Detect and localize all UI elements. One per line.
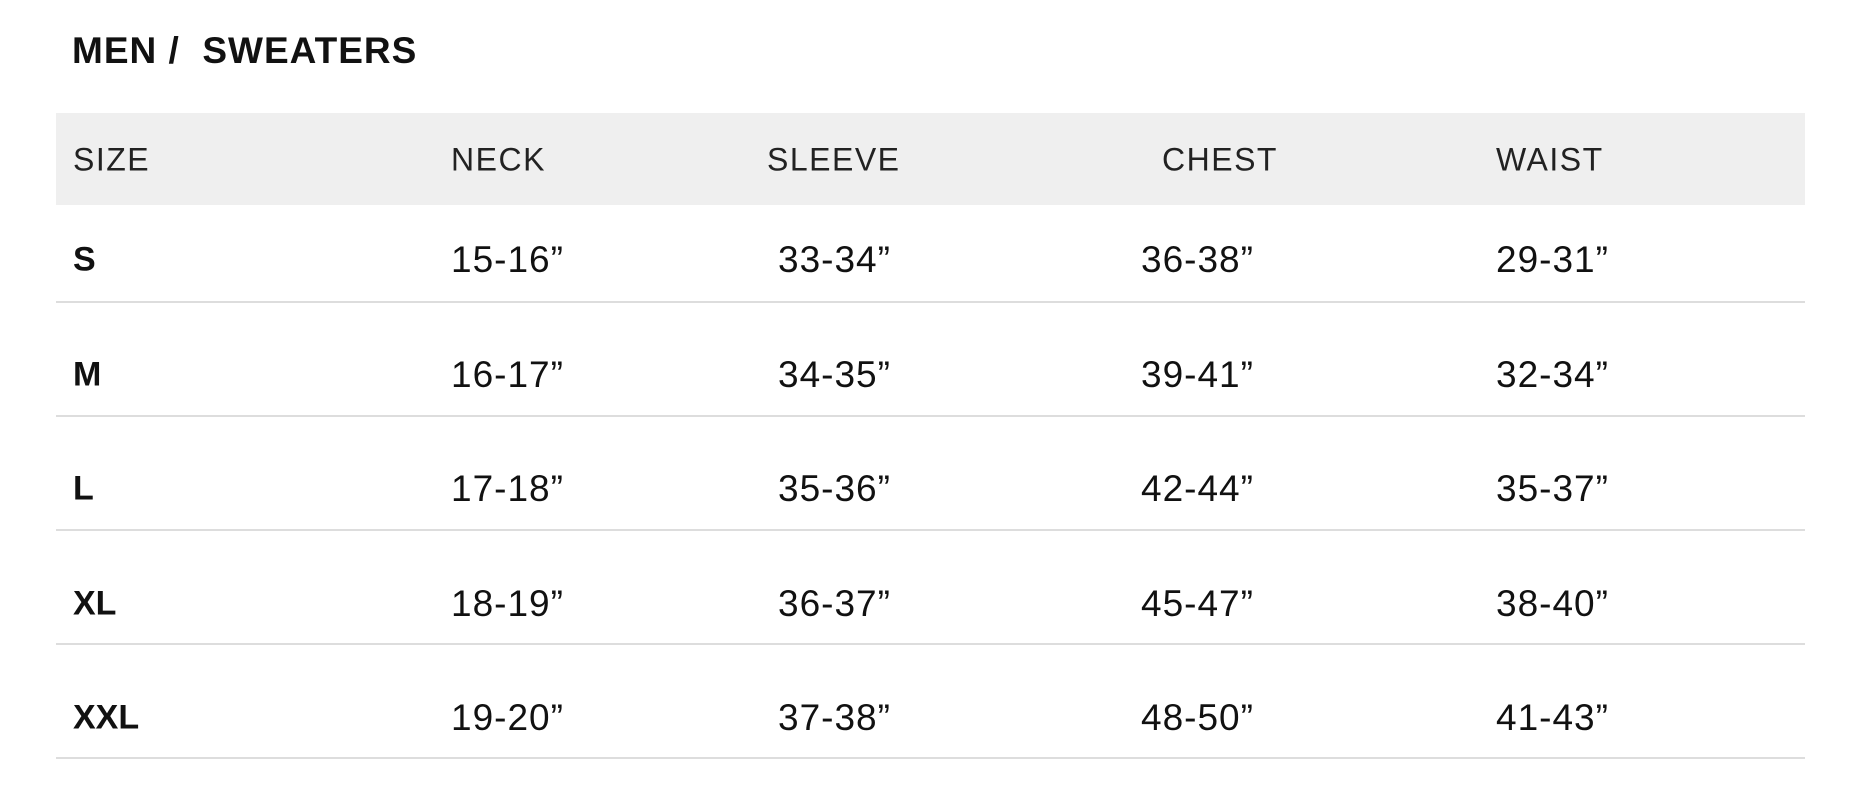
- neck-value: 16-17”: [451, 353, 564, 395]
- column-header-waist: WAIST: [1496, 141, 1604, 178]
- chest-value: 45-47”: [1141, 582, 1254, 624]
- column-header-size: SIZE: [73, 141, 151, 178]
- page-title: MEN / SWEATERS: [72, 30, 418, 71]
- row-divider: [56, 301, 1805, 303]
- row-divider: [56, 757, 1805, 759]
- waist-value: 38-40”: [1496, 582, 1609, 624]
- column-header-chest: CHEST: [1162, 141, 1278, 178]
- row-divider: [56, 415, 1805, 417]
- chest-value: 48-50”: [1141, 697, 1254, 738]
- neck-value: 17-18”: [451, 468, 564, 509]
- size-label: XL: [73, 584, 117, 622]
- chest-value: 42-44”: [1141, 468, 1254, 509]
- neck-value: 19-20”: [451, 697, 564, 738]
- size-label: M: [73, 355, 102, 393]
- sleeve-value: 36-37”: [778, 582, 891, 624]
- sleeve-value: 34-35”: [778, 353, 891, 395]
- column-header-neck: NECK: [451, 141, 546, 178]
- chest-value: 39-41”: [1141, 353, 1254, 395]
- column-header-sleeve: SLEEVE: [767, 141, 901, 178]
- waist-value: 41-43”: [1496, 697, 1609, 738]
- neck-value: 15-16”: [451, 239, 564, 280]
- sleeve-value: 35-36”: [778, 468, 891, 509]
- sleeve-value: 37-38”: [778, 697, 891, 738]
- table-header: [56, 113, 1805, 205]
- size-label: L: [73, 469, 94, 508]
- neck-value: 18-19”: [451, 582, 564, 624]
- waist-value: 32-34”: [1496, 353, 1609, 395]
- size-label: XXL: [73, 698, 140, 737]
- waist-value: 35-37”: [1496, 468, 1609, 509]
- size-label: S: [73, 240, 96, 279]
- sleeve-value: 33-34”: [778, 239, 891, 280]
- waist-value: 29-31”: [1496, 239, 1609, 280]
- row-divider: [56, 643, 1805, 645]
- row-divider: [56, 529, 1805, 531]
- chest-value: 36-38”: [1141, 239, 1254, 280]
